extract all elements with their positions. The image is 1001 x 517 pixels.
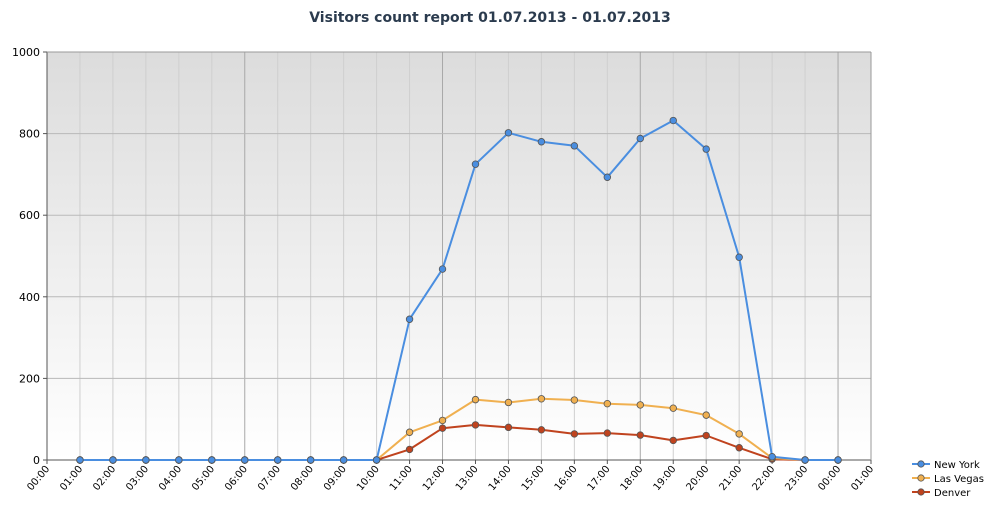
x-tick-label: 03:00 xyxy=(124,464,151,493)
data-point-new-york xyxy=(570,142,579,150)
x-tick-label: 00:00 xyxy=(816,464,843,493)
legend-marker-las-vegas xyxy=(917,474,925,482)
x-tick-label: 23:00 xyxy=(783,464,810,493)
data-point-new-york xyxy=(274,456,282,464)
y-tick-label: 200 xyxy=(19,372,40,385)
x-tick-label: 04:00 xyxy=(157,464,184,493)
x-tick-label: 11:00 xyxy=(388,464,415,493)
x-tick-label: 15:00 xyxy=(520,464,547,493)
y-tick-label: 1000 xyxy=(12,46,40,59)
legend-label-denver: Denver xyxy=(934,488,971,499)
data-point-new-york xyxy=(768,453,776,461)
data-point-new-york xyxy=(76,456,84,464)
data-point-new-york xyxy=(702,145,710,153)
y-tick-label: 0 xyxy=(33,454,40,467)
legend-label-new-york: New York xyxy=(934,460,980,471)
data-point-new-york xyxy=(735,253,743,261)
data-point-las-vegas xyxy=(702,411,710,419)
data-point-new-york xyxy=(603,173,612,181)
y-tick-label: 600 xyxy=(19,209,40,222)
data-point-las-vegas xyxy=(405,428,414,436)
data-point-denver xyxy=(537,426,546,434)
x-tick-label: 10:00 xyxy=(355,464,382,493)
data-point-new-york xyxy=(438,265,447,273)
data-point-denver xyxy=(504,423,513,432)
x-tick-label: 00:00 xyxy=(25,464,52,493)
data-point-new-york xyxy=(372,456,381,464)
x-tick-label: 05:00 xyxy=(190,464,217,493)
x-tick-label: 07:00 xyxy=(256,464,283,493)
data-point-new-york xyxy=(801,456,809,464)
x-tick-label: 20:00 xyxy=(685,464,712,493)
data-point-denver xyxy=(438,424,447,432)
data-point-new-york xyxy=(142,456,150,464)
data-point-las-vegas xyxy=(669,404,677,412)
data-point-new-york xyxy=(504,129,513,137)
data-point-new-york xyxy=(471,160,480,168)
plot-background xyxy=(47,52,871,460)
data-point-las-vegas xyxy=(471,395,480,404)
x-tick-label: 17:00 xyxy=(586,464,613,493)
x-tick-label: 19:00 xyxy=(652,464,679,493)
data-point-las-vegas xyxy=(537,395,546,403)
data-point-new-york xyxy=(405,315,414,323)
series-line-new-york xyxy=(80,119,838,461)
y-tick-label: 400 xyxy=(19,291,40,304)
x-tick-label: 09:00 xyxy=(322,464,349,493)
x-tick-label: 22:00 xyxy=(750,464,777,493)
data-point-new-york xyxy=(109,456,117,464)
data-point-new-york xyxy=(175,456,183,464)
data-point-denver xyxy=(570,430,579,438)
legend: New York Las Vegas Denver xyxy=(912,460,984,499)
chart-title: Visitors count report 01.07.2013 - 01.07… xyxy=(309,10,671,26)
data-point-new-york xyxy=(241,456,249,464)
data-point-denver xyxy=(405,445,414,454)
legend-marker-denver xyxy=(917,488,925,496)
data-point-las-vegas xyxy=(504,398,513,407)
x-tick-label: 16:00 xyxy=(553,464,580,493)
data-point-denver xyxy=(603,429,612,437)
data-point-new-york xyxy=(834,456,842,464)
data-point-new-york xyxy=(669,116,677,125)
x-tick-label: 06:00 xyxy=(223,464,250,493)
x-tick-label: 08:00 xyxy=(289,464,316,493)
data-point-new-york xyxy=(208,456,216,464)
x-tick-label: 18:00 xyxy=(619,464,646,493)
data-point-denver xyxy=(471,421,480,429)
data-point-las-vegas xyxy=(570,396,579,404)
y-tick-label: 800 xyxy=(19,128,40,141)
x-tick-label: 02:00 xyxy=(91,464,118,493)
data-point-las-vegas xyxy=(636,401,644,409)
x-tick-label: 01:00 xyxy=(58,464,85,493)
data-point-new-york xyxy=(537,138,546,146)
data-point-new-york xyxy=(339,456,348,464)
data-point-las-vegas xyxy=(735,430,743,438)
x-tick-label: 14:00 xyxy=(487,464,514,493)
data-point-las-vegas xyxy=(438,416,447,425)
legend-marker-new-york xyxy=(917,460,925,468)
data-point-denver xyxy=(636,431,644,439)
x-tick-label: 21:00 xyxy=(718,464,745,493)
data-point-denver xyxy=(702,431,710,440)
data-point-las-vegas xyxy=(603,399,612,408)
data-point-denver xyxy=(669,436,677,445)
x-tick-label: 12:00 xyxy=(421,464,448,493)
data-point-denver xyxy=(735,444,743,452)
data-point-new-york xyxy=(636,134,644,143)
x-tick-label: 01:00 xyxy=(849,464,876,493)
data-point-new-york xyxy=(306,456,315,464)
legend-label-las-vegas: Las Vegas xyxy=(934,474,984,485)
x-tick-label: 13:00 xyxy=(454,464,481,493)
